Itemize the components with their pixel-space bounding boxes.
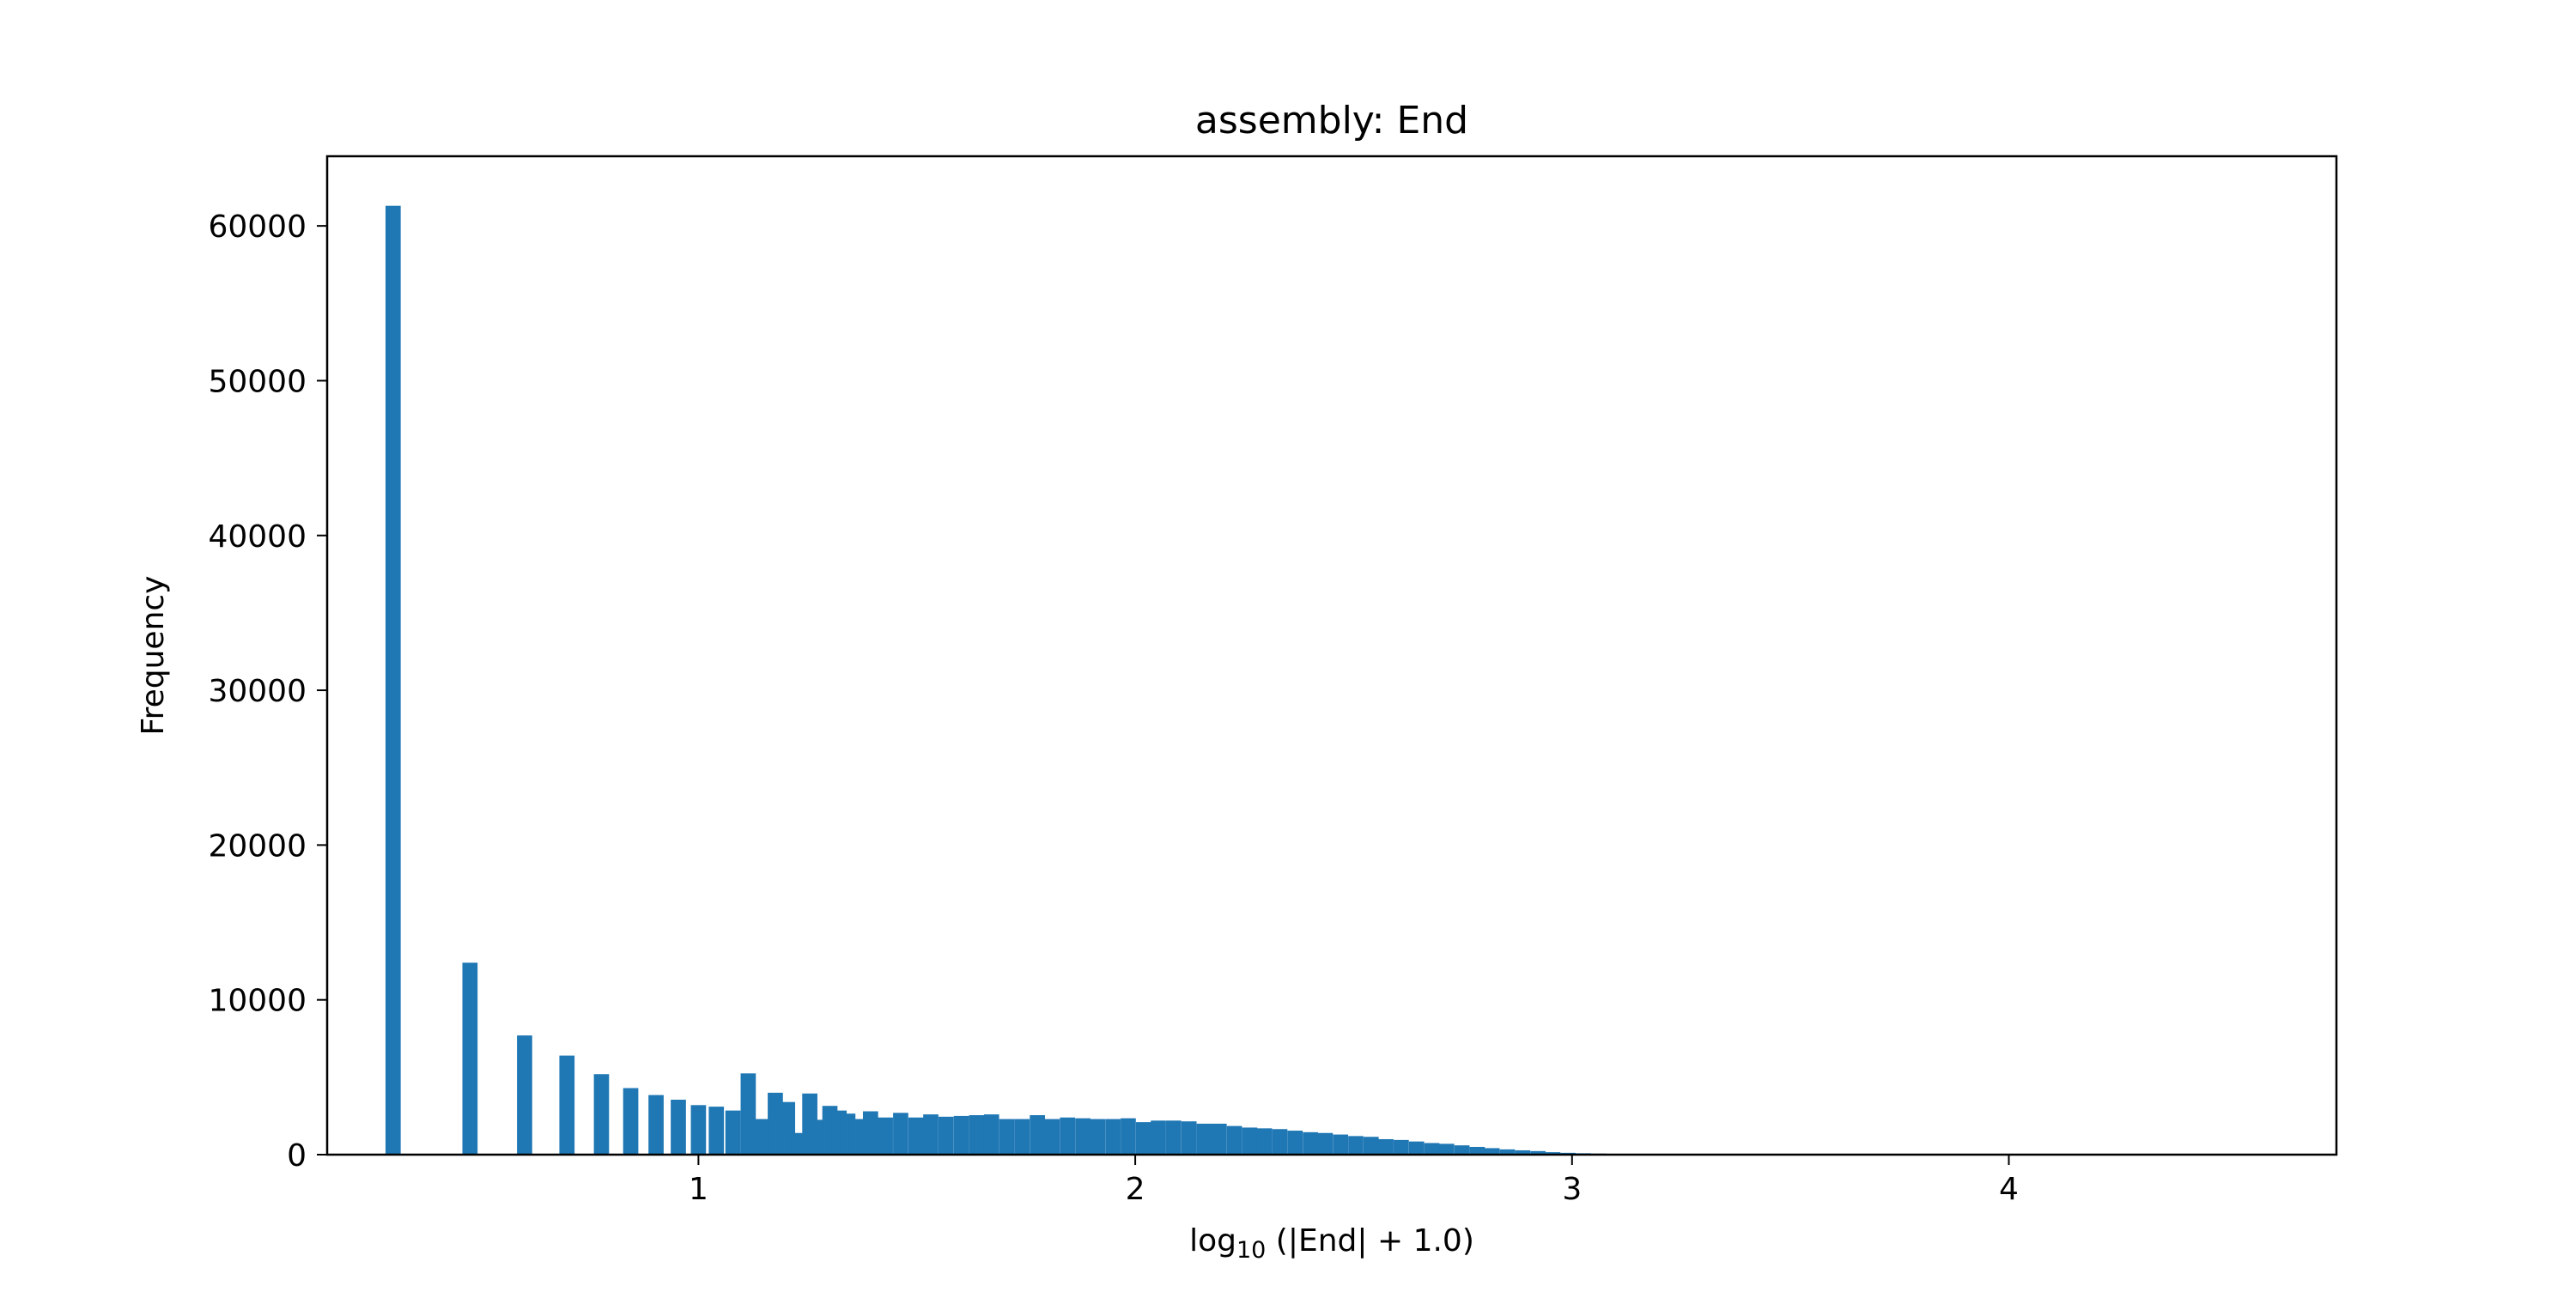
histogram-bar xyxy=(708,1107,724,1155)
histogram-bar xyxy=(1455,1145,1470,1155)
histogram-bar xyxy=(1242,1127,1258,1155)
histogram-bar xyxy=(691,1105,707,1155)
y-tick-label: 30000 xyxy=(208,674,307,709)
y-tick-label: 40000 xyxy=(208,519,307,555)
histogram-bar xyxy=(594,1074,610,1155)
x-tick-label: 3 xyxy=(1562,1172,1582,1207)
histogram-bar xyxy=(893,1113,908,1155)
histogram-bar xyxy=(984,1114,999,1155)
histogram-bar xyxy=(1378,1139,1394,1155)
histogram-bar xyxy=(1121,1119,1136,1155)
histogram-bar xyxy=(1091,1119,1106,1155)
histogram-bar xyxy=(1470,1147,1485,1155)
histogram-bar xyxy=(1151,1120,1166,1155)
histogram-bar xyxy=(1348,1136,1364,1155)
y-tick-label: 10000 xyxy=(208,984,307,1019)
histogram-bar xyxy=(1105,1119,1121,1155)
histogram-bar xyxy=(1257,1128,1273,1155)
histogram-bar xyxy=(1045,1119,1060,1155)
histogram-bar xyxy=(1439,1143,1455,1155)
histogram-bar xyxy=(463,962,478,1155)
y-axis-label: Frequency xyxy=(136,576,171,736)
histogram-bar xyxy=(1182,1121,1197,1155)
y-tick-label: 0 xyxy=(287,1138,307,1174)
histogram-bar xyxy=(863,1112,878,1155)
histogram-bar xyxy=(1394,1140,1409,1155)
chart-title: assembly: End xyxy=(1195,99,1468,143)
y-tick-label: 20000 xyxy=(208,828,307,864)
histogram-bar xyxy=(939,1117,954,1155)
histogram-bar xyxy=(741,1073,756,1155)
histogram-bar xyxy=(1197,1124,1212,1155)
histogram-bar xyxy=(849,1119,865,1155)
histogram-bar xyxy=(1409,1142,1425,1155)
x-axis-label-prefix: log xyxy=(1189,1223,1236,1259)
histogram-bar xyxy=(623,1088,639,1155)
histogram-bar xyxy=(1212,1124,1227,1155)
y-tick-label: 60000 xyxy=(208,209,307,245)
histogram-bar xyxy=(1318,1133,1334,1155)
histogram-bar xyxy=(878,1118,893,1155)
histogram-bar xyxy=(648,1095,664,1155)
histogram-bar xyxy=(1364,1137,1379,1155)
histogram-bar xyxy=(386,206,401,1155)
x-tick-label: 2 xyxy=(1126,1172,1145,1207)
histogram-bar xyxy=(1425,1143,1440,1155)
x-axis-label: log10 (|End| + 1.0) xyxy=(1189,1223,1474,1264)
histogram-bar xyxy=(1273,1129,1288,1155)
histogram-bar xyxy=(1030,1115,1045,1155)
histogram-bar xyxy=(726,1111,741,1155)
histogram-bar xyxy=(1075,1119,1091,1155)
histogram-bar xyxy=(755,1119,770,1155)
histogram-bar xyxy=(908,1118,924,1155)
x-tick-label: 4 xyxy=(1999,1172,2019,1207)
y-tick-label: 50000 xyxy=(208,364,307,399)
histogram-bar xyxy=(517,1035,532,1155)
histogram-bar xyxy=(1015,1119,1030,1155)
x-axis-label-subscript: 10 xyxy=(1236,1237,1266,1264)
histogram-bar xyxy=(671,1100,686,1155)
histogram-bar xyxy=(954,1116,969,1155)
x-tick-label: 1 xyxy=(689,1172,708,1207)
histogram-bar xyxy=(1303,1132,1318,1155)
histogram-bar xyxy=(1136,1122,1151,1155)
x-axis-label-suffix: (|End| + 1.0) xyxy=(1266,1223,1474,1259)
histogram-bar xyxy=(559,1056,574,1155)
histogram-bar xyxy=(999,1119,1015,1155)
histogram-bar xyxy=(1060,1118,1075,1155)
histogram-bar xyxy=(1333,1135,1348,1155)
histogram-bar xyxy=(923,1114,939,1155)
histogram-bar xyxy=(969,1115,985,1155)
histogram-bar xyxy=(1227,1126,1242,1155)
histogram-bar xyxy=(1166,1120,1182,1155)
histogram-bar xyxy=(1287,1131,1303,1155)
